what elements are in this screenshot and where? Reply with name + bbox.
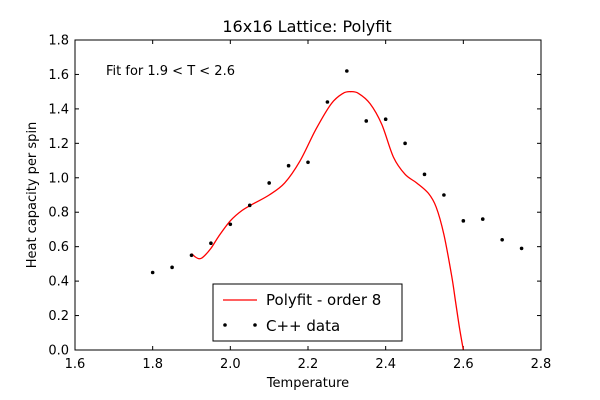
y-tick-label: 1.0 [48, 171, 69, 186]
data-point [170, 265, 174, 270]
data-point [480, 217, 485, 221]
chart-title: 16x16 Lattice: Polyfit [222, 17, 391, 36]
y-tick-label: 1.8 [48, 34, 69, 49]
legend-data-label: C++ data [266, 317, 340, 335]
data-point [209, 241, 213, 246]
x-tick-label: 1.8 [142, 357, 163, 372]
legend: Polyfit - order 8 C++ data [212, 283, 403, 342]
data-point [519, 246, 524, 251]
data-point [286, 163, 291, 168]
y-tick-label: 0.8 [48, 206, 69, 221]
data-point [442, 193, 446, 197]
data-point [383, 117, 388, 122]
plot-series [150, 69, 524, 350]
x-axis-label: Temperature [266, 376, 349, 391]
x-tick-label: 2.4 [375, 357, 396, 372]
x-axis-ticks: 1.6 1.8 2.0 2.2 2.4 2.6 2.8 [65, 40, 552, 372]
y-tick-label: 0.6 [48, 240, 69, 255]
y-tick-label: 0.0 [48, 344, 69, 359]
plot-frame [74, 39, 542, 351]
y-axis-ticks: 0.0 0.2 0.4 0.6 0.8 1.0 1.2 1.4 1.6 1.8 [48, 34, 541, 359]
data-point [500, 237, 504, 242]
data-point [345, 69, 349, 73]
y-tick-label: 1.2 [48, 137, 69, 152]
y-tick-label: 0.4 [48, 275, 69, 290]
data-point [364, 119, 369, 123]
legend-marker-swatch [253, 323, 257, 327]
y-tick-label: 1.4 [48, 102, 69, 117]
legend-marker-swatch [223, 323, 227, 327]
x-tick-label: 1.6 [65, 357, 86, 372]
x-tick-label: 2.0 [220, 357, 241, 372]
data-point [461, 219, 466, 223]
y-axis-label: Heat capacity per spin [25, 122, 40, 269]
y-tick-label: 1.6 [48, 68, 69, 83]
data-point [267, 181, 271, 185]
data-point [422, 172, 427, 177]
legend-box [212, 283, 403, 342]
y-tick-label: 0.2 [48, 309, 69, 324]
data-point [306, 160, 310, 165]
polyfit-curve [191, 91, 464, 350]
data-point [228, 222, 233, 227]
legend-polyfit-label: Polyfit - order 8 [266, 291, 381, 309]
data-point [189, 253, 194, 258]
data-point [150, 270, 155, 275]
x-tick-label: 2.8 [531, 357, 552, 372]
data-point [403, 141, 407, 146]
fit-range-annotation: Fit for 1.9 < T < 2.6 [106, 64, 235, 79]
data-point [247, 203, 252, 208]
x-tick-label: 2.2 [298, 357, 319, 372]
x-tick-label: 2.6 [453, 357, 474, 372]
data-point [325, 100, 330, 104]
